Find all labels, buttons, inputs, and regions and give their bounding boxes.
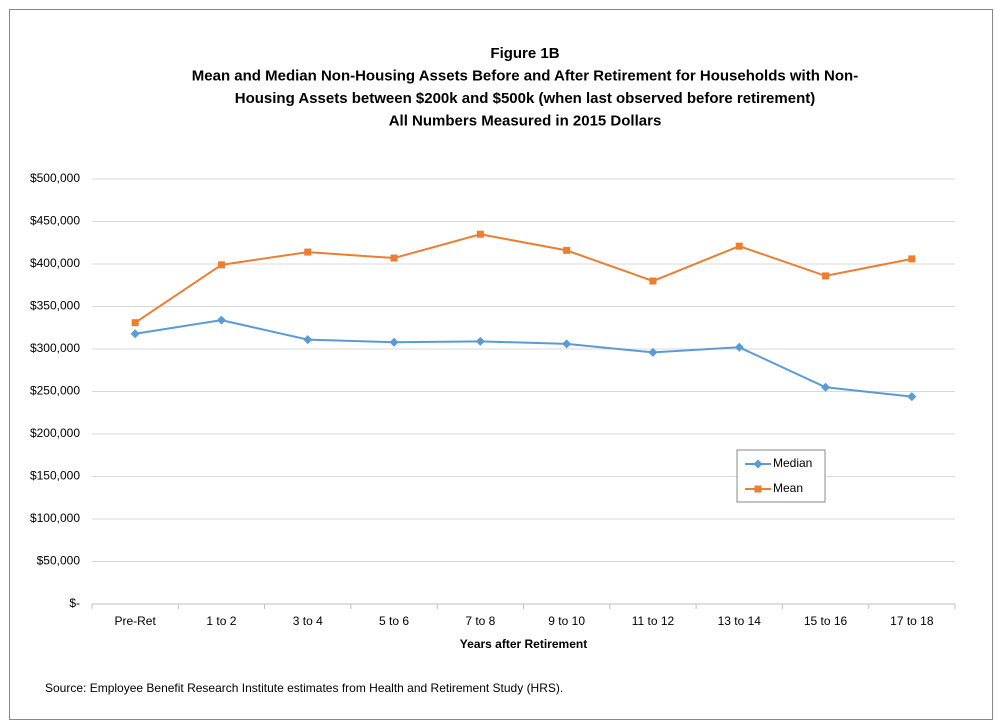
x-tick-label: 17 to 18 xyxy=(890,614,934,628)
x-tick-label: 13 to 14 xyxy=(718,614,762,628)
point xyxy=(476,230,484,238)
point xyxy=(389,337,399,347)
point xyxy=(562,339,572,349)
source-note: Source: Employee Benefit Research Instit… xyxy=(45,681,563,695)
point xyxy=(390,254,398,262)
chart-title: Housing Assets between $200k and $500k (… xyxy=(235,90,815,107)
point xyxy=(303,335,313,345)
series-line xyxy=(134,319,912,398)
point xyxy=(821,382,831,392)
point xyxy=(131,319,139,327)
y-tick-label: $150,000 xyxy=(30,469,80,483)
y-tick-label: $400,000 xyxy=(30,256,80,270)
point xyxy=(563,246,571,254)
x-tick-label: 11 to 12 xyxy=(632,614,675,628)
chart-title: All Numbers Measured in 2015 Dollars xyxy=(389,112,662,129)
y-tick-label: $- xyxy=(69,596,80,610)
chart-title: Mean and Median Non-Housing Assets Befor… xyxy=(192,67,858,84)
x-tick-label: 5 to 6 xyxy=(379,614,409,628)
x-tick-label: 7 to 8 xyxy=(465,614,495,628)
point xyxy=(648,347,658,357)
y-tick-label: $500,000 xyxy=(30,171,80,185)
point xyxy=(475,336,485,346)
point xyxy=(304,248,312,256)
point xyxy=(217,261,225,269)
series-line xyxy=(134,233,913,324)
y-tick-label: $200,000 xyxy=(30,426,80,440)
point xyxy=(649,277,657,285)
y-tick-label: $450,000 xyxy=(30,214,80,228)
y-tick-label: $300,000 xyxy=(30,341,80,355)
legend-label: Median xyxy=(773,456,812,470)
chart-title: Figure 1B xyxy=(490,45,559,62)
point xyxy=(735,242,743,250)
point xyxy=(216,315,226,325)
x-tick-label: 3 to 4 xyxy=(293,614,323,628)
x-tick-label: 9 to 10 xyxy=(548,614,585,628)
point xyxy=(822,272,830,280)
legend-box xyxy=(736,449,826,503)
legend-marker xyxy=(754,485,762,493)
point xyxy=(734,342,744,352)
x-axis-label: Years after Retirement xyxy=(460,637,587,651)
chart-border xyxy=(9,9,993,720)
legend-marker xyxy=(753,459,763,469)
y-tick-label: $50,000 xyxy=(37,554,81,568)
x-tick-label: 15 to 16 xyxy=(804,614,848,628)
y-tick-label: $350,000 xyxy=(30,299,80,313)
point xyxy=(908,255,916,263)
y-tick-label: $100,000 xyxy=(30,511,80,525)
point xyxy=(130,329,140,339)
y-tick-label: $250,000 xyxy=(30,384,80,398)
x-tick-label: Pre-Ret xyxy=(114,614,156,628)
x-tick-label: 1 to 2 xyxy=(206,614,236,628)
point xyxy=(907,392,917,402)
legend-label: Mean xyxy=(773,481,803,495)
